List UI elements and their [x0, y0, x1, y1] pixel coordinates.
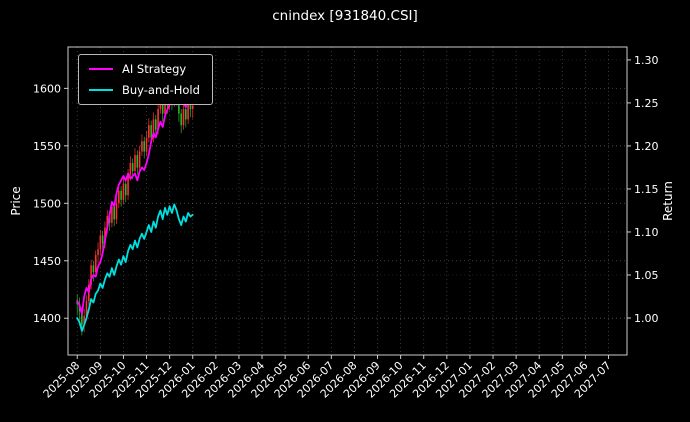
- svg-text:1550: 1550: [33, 140, 61, 153]
- legend-label-buy-and-hold: Buy-and-Hold: [122, 83, 200, 97]
- ai-strategy-line-swatch: [89, 67, 113, 71]
- legend: AI Strategy Buy-and-Hold: [78, 54, 213, 105]
- svg-text:1.25: 1.25: [634, 97, 659, 110]
- svg-text:1500: 1500: [33, 197, 61, 210]
- svg-text:1400: 1400: [33, 312, 61, 325]
- svg-text:1.20: 1.20: [634, 140, 659, 153]
- svg-text:1.10: 1.10: [634, 226, 659, 239]
- right-axis-label: Return: [661, 181, 675, 221]
- svg-text:1600: 1600: [33, 82, 61, 95]
- left-axis-label: Price: [9, 186, 23, 216]
- buy-and-hold-line-swatch: [89, 88, 113, 92]
- svg-text:1.15: 1.15: [634, 183, 659, 196]
- svg-text:1.00: 1.00: [634, 312, 659, 325]
- chart-title: cnindex [931840.CSI]: [272, 8, 418, 24]
- svg-text:1.05: 1.05: [634, 269, 659, 282]
- legend-item-ai-strategy: AI Strategy: [89, 62, 200, 76]
- legend-label-ai-strategy: AI Strategy: [122, 62, 187, 76]
- svg-text:1.30: 1.30: [634, 54, 659, 67]
- svg-text:1450: 1450: [33, 255, 61, 268]
- legend-item-buy-and-hold: Buy-and-Hold: [89, 83, 200, 97]
